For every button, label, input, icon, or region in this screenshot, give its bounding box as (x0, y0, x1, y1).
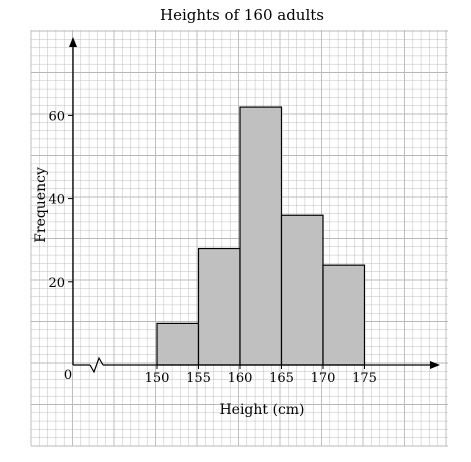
y-tick-label: 20 (48, 276, 65, 291)
y-axis-arrow (69, 37, 77, 47)
x-tick-label: 170 (311, 371, 336, 386)
histogram-bar (199, 249, 241, 365)
histogram-bar (157, 323, 199, 365)
x-tick-label: 175 (352, 371, 377, 386)
bars (157, 107, 365, 365)
x-tick-label: 155 (186, 371, 211, 386)
x-axis-arrow (430, 361, 440, 369)
origin-label: 0 (64, 368, 72, 383)
y-tick-label: 60 (48, 109, 65, 124)
x-axis-break (90, 358, 103, 372)
y-tick-label: 40 (48, 193, 65, 208)
x-tick-label: 160 (228, 371, 253, 386)
histogram-bar (240, 107, 282, 365)
y-axis-label: Frequency (33, 167, 49, 243)
x-tick-label: 165 (269, 371, 294, 386)
x-axis-label: Height (cm) (219, 402, 304, 418)
histogram-bar (282, 215, 324, 365)
x-tick-label: 150 (145, 371, 170, 386)
chart-title: Heights of 160 adults (160, 6, 324, 24)
histogram-bar (323, 265, 365, 365)
